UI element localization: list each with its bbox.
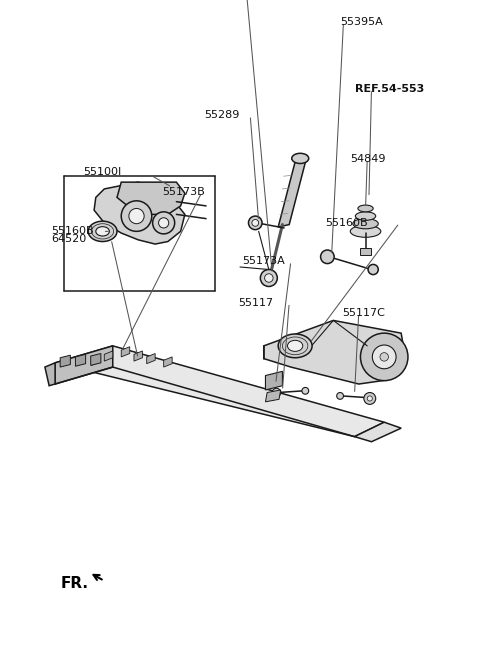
Polygon shape: [134, 351, 143, 361]
Polygon shape: [355, 422, 401, 442]
Circle shape: [121, 201, 152, 232]
Text: 55289: 55289: [204, 110, 240, 120]
Circle shape: [302, 388, 309, 394]
Text: 55160B: 55160B: [325, 218, 368, 228]
Polygon shape: [265, 371, 282, 390]
Polygon shape: [147, 353, 155, 364]
Polygon shape: [55, 346, 113, 384]
Text: 55395A: 55395A: [340, 17, 383, 27]
Text: 55100I: 55100I: [83, 167, 121, 177]
Circle shape: [360, 333, 408, 380]
Circle shape: [372, 345, 396, 369]
Circle shape: [321, 250, 334, 263]
Circle shape: [272, 388, 281, 397]
Text: 55173A: 55173A: [242, 256, 285, 266]
Circle shape: [367, 396, 372, 401]
Polygon shape: [264, 320, 406, 384]
Polygon shape: [94, 182, 185, 244]
Ellipse shape: [358, 205, 373, 212]
Circle shape: [260, 270, 277, 287]
Polygon shape: [265, 390, 281, 402]
Polygon shape: [117, 182, 185, 214]
Polygon shape: [164, 357, 172, 367]
Text: REF.54-553: REF.54-553: [355, 84, 424, 94]
Polygon shape: [91, 353, 101, 366]
Polygon shape: [75, 355, 85, 366]
Polygon shape: [104, 351, 113, 361]
Text: 55160B: 55160B: [52, 226, 94, 236]
Circle shape: [336, 393, 344, 399]
Circle shape: [129, 208, 144, 224]
Circle shape: [158, 218, 169, 228]
Ellipse shape: [96, 226, 109, 236]
Circle shape: [264, 274, 273, 282]
Polygon shape: [60, 355, 71, 367]
Text: 55117C: 55117C: [342, 308, 384, 318]
Circle shape: [364, 393, 376, 404]
Circle shape: [153, 212, 175, 234]
Polygon shape: [45, 363, 55, 386]
Ellipse shape: [88, 221, 117, 241]
Text: 64520: 64520: [52, 234, 87, 244]
Circle shape: [380, 353, 388, 361]
Ellipse shape: [353, 219, 378, 229]
Text: FR.: FR.: [60, 576, 88, 591]
Ellipse shape: [355, 212, 376, 221]
Polygon shape: [121, 347, 130, 357]
Bar: [360, 248, 371, 255]
Ellipse shape: [278, 334, 312, 358]
Circle shape: [368, 265, 378, 274]
Polygon shape: [55, 346, 384, 437]
Ellipse shape: [292, 153, 309, 164]
Text: 55117: 55117: [238, 298, 274, 307]
Polygon shape: [278, 159, 306, 227]
Polygon shape: [92, 355, 100, 366]
Ellipse shape: [350, 225, 381, 237]
Circle shape: [252, 219, 259, 226]
Text: 54849: 54849: [350, 154, 386, 164]
Circle shape: [249, 216, 262, 230]
Text: 55173B: 55173B: [162, 188, 204, 197]
Ellipse shape: [288, 340, 303, 351]
